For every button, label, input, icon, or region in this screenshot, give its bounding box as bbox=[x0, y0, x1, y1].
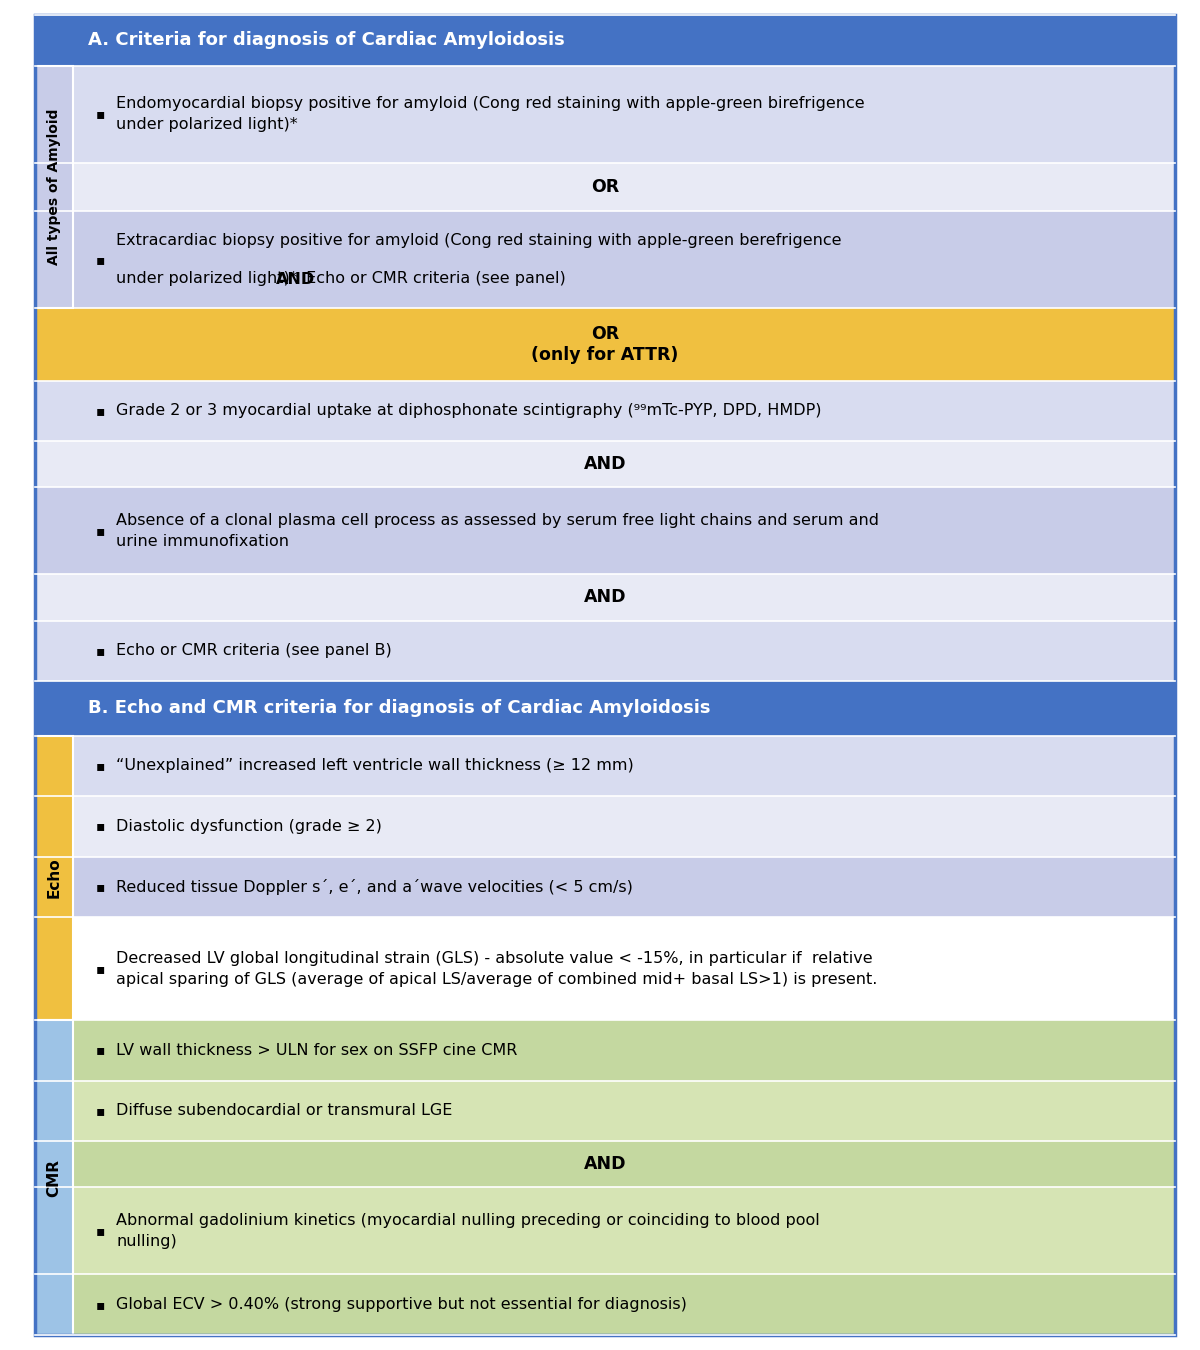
Text: ▪: ▪ bbox=[96, 1297, 106, 1312]
Text: Reduced tissue Doppler s´, e´, and a´wave velocities (< 5 cm/s): Reduced tissue Doppler s´, e´, and a´wav… bbox=[116, 879, 632, 895]
Text: ▪: ▪ bbox=[96, 1104, 106, 1118]
Bar bbox=[35, 1081, 1175, 1141]
Text: AND: AND bbox=[583, 1156, 626, 1173]
Text: Echo or CMR criteria (see panel B): Echo or CMR criteria (see panel B) bbox=[116, 644, 391, 659]
Bar bbox=[35, 66, 1175, 163]
Text: Abnormal gadolinium kinetics (myocardial nulling preceding or coinciding to bloo: Abnormal gadolinium kinetics (myocardial… bbox=[116, 1212, 820, 1249]
Text: ▪: ▪ bbox=[96, 404, 106, 418]
Text: ▪: ▪ bbox=[96, 252, 106, 266]
Text: All types of Amyloid: All types of Amyloid bbox=[47, 109, 61, 265]
Bar bbox=[35, 621, 1175, 680]
Text: Decreased LV global longitudinal strain (GLS) - absolute value < -15%, in partic: Decreased LV global longitudinal strain … bbox=[116, 950, 877, 987]
Bar bbox=[35, 66, 73, 308]
Bar bbox=[35, 796, 1175, 857]
Bar bbox=[35, 1021, 1175, 1081]
Bar bbox=[35, 736, 1175, 796]
Text: AND: AND bbox=[583, 589, 626, 606]
Text: Extracardiac biopsy positive for amyloid (Cong red staining with apple-green ber: Extracardiac biopsy positive for amyloid… bbox=[116, 232, 841, 248]
Text: AND: AND bbox=[583, 455, 626, 474]
Text: ▪: ▪ bbox=[96, 107, 106, 122]
Bar bbox=[35, 736, 73, 1021]
Bar bbox=[35, 917, 1175, 1021]
Text: ▪: ▪ bbox=[96, 644, 106, 657]
Text: “Unexplained” increased left ventricle wall thickness (≥ 12 mm): “Unexplained” increased left ventricle w… bbox=[116, 759, 634, 774]
Text: under polarized light)*: under polarized light)* bbox=[116, 271, 302, 286]
Text: CMR: CMR bbox=[47, 1158, 61, 1196]
Bar bbox=[35, 1021, 73, 1335]
Text: A. Criteria for diagnosis of Cardiac Amyloidosis: A. Criteria for diagnosis of Cardiac Amy… bbox=[88, 31, 565, 50]
Bar bbox=[35, 66, 73, 308]
Text: ▪: ▪ bbox=[96, 819, 106, 833]
Text: ▪: ▪ bbox=[96, 880, 106, 894]
Text: Global ECV > 0.40% (strong supportive but not essential for diagnosis): Global ECV > 0.40% (strong supportive bu… bbox=[116, 1297, 686, 1312]
Text: Echo or CMR criteria (see panel): Echo or CMR criteria (see panel) bbox=[301, 271, 565, 286]
Bar bbox=[35, 487, 1175, 575]
Bar bbox=[35, 1187, 1175, 1274]
Bar bbox=[35, 1021, 73, 1335]
Bar bbox=[35, 1274, 1175, 1335]
Text: B. Echo and CMR criteria for diagnosis of Cardiac Amyloidosis: B. Echo and CMR criteria for diagnosis o… bbox=[88, 699, 710, 717]
Text: Echo: Echo bbox=[47, 857, 61, 898]
Text: OR: OR bbox=[590, 178, 619, 196]
Text: OR
(only for ATTR): OR (only for ATTR) bbox=[532, 325, 679, 363]
Bar bbox=[35, 211, 1175, 308]
Text: Diastolic dysfunction (grade ≥ 2): Diastolic dysfunction (grade ≥ 2) bbox=[116, 819, 382, 834]
Text: Absence of a clonal plasma cell process as assessed by serum free light chains a: Absence of a clonal plasma cell process … bbox=[116, 513, 878, 549]
Bar bbox=[35, 680, 1175, 736]
Text: AND: AND bbox=[276, 271, 316, 286]
Text: Diffuse subendocardial or transmural LGE: Diffuse subendocardial or transmural LGE bbox=[116, 1103, 452, 1118]
Bar bbox=[35, 381, 1175, 441]
Text: ▪: ▪ bbox=[96, 1044, 106, 1057]
Bar bbox=[35, 736, 73, 1021]
Text: ▪: ▪ bbox=[96, 524, 106, 537]
Bar bbox=[35, 163, 1175, 211]
Bar bbox=[35, 1141, 1175, 1187]
Bar bbox=[35, 575, 1175, 621]
Text: ▪: ▪ bbox=[96, 961, 106, 976]
Text: LV wall thickness > ULN for sex on SSFP cine CMR: LV wall thickness > ULN for sex on SSFP … bbox=[116, 1044, 517, 1058]
Bar bbox=[35, 15, 1175, 66]
Text: ▪: ▪ bbox=[96, 1224, 106, 1238]
Text: Endomyocardial biopsy positive for amyloid (Cong red staining with apple-green b: Endomyocardial biopsy positive for amylo… bbox=[116, 96, 865, 132]
Bar bbox=[35, 857, 1175, 917]
Text: Grade 2 or 3 myocardial uptake at diphosphonate scintigraphy (⁹⁹mTc-PYP, DPD, HM: Grade 2 or 3 myocardial uptake at diphos… bbox=[116, 404, 822, 418]
Text: ▪: ▪ bbox=[96, 759, 106, 772]
Bar bbox=[35, 308, 1175, 381]
Bar bbox=[35, 441, 1175, 487]
